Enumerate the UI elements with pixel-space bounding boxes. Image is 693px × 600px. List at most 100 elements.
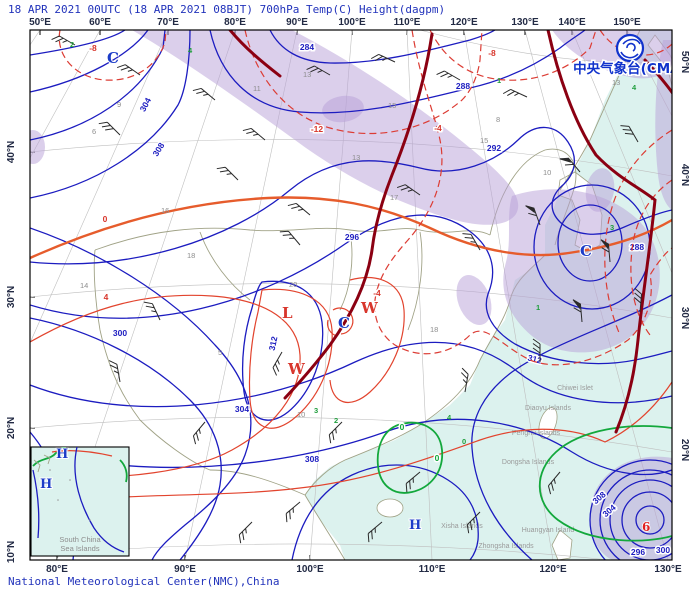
station-value-green: 2	[70, 40, 74, 49]
temp-contour-label: -8	[488, 48, 496, 58]
height-contour-label: 300	[656, 545, 670, 555]
station-value-green: 3	[610, 223, 614, 232]
station-value: 5	[218, 348, 222, 357]
cma-logo-label: 中央气象台(CMA)	[573, 60, 687, 77]
sea-fill	[305, 30, 672, 560]
island-label: Diaoyu Islands	[525, 405, 571, 412]
trough-lines	[228, 30, 672, 434]
station-value-green: 1	[536, 303, 540, 312]
height-contour-label: 284	[300, 42, 314, 52]
station-value: 15	[388, 101, 396, 110]
height-contour-label: 288	[630, 242, 644, 252]
weather-centers: C C C W W L H 6	[106, 48, 651, 535]
map-frame	[29, 29, 673, 561]
axis-top-label: 60°E	[89, 17, 111, 28]
axis-top-label: 130°E	[511, 17, 539, 28]
high-center: H	[40, 477, 52, 492]
station-value-green: 0	[462, 437, 466, 446]
temp-contour-label: 4	[104, 292, 109, 302]
station-value: 13	[303, 70, 311, 79]
axis-bottom-label: 130°E	[654, 564, 682, 575]
island-label: Dongsha Islands	[502, 459, 555, 466]
station-values: 9 6 11 13 15 16 18 14 13 15 8 10 13 17 2…	[70, 40, 637, 446]
axis-right-label: 40°N	[679, 164, 690, 186]
cold-center: C	[338, 314, 350, 332]
green-contours: 0 0	[376, 421, 672, 542]
green-contour-label: 0	[400, 422, 405, 432]
axis-bottom-label: 80°E	[46, 564, 68, 575]
temp-contour-label: -8	[89, 43, 97, 53]
station-value: 16	[161, 206, 169, 215]
station-value: 13	[612, 78, 620, 87]
station-value-green: 1	[497, 76, 501, 85]
station-value-green: 4	[188, 46, 193, 55]
island-label: Zhongsha Islands	[478, 543, 534, 550]
low-center: L	[282, 304, 293, 322]
axis-top-label: 50°E	[29, 17, 51, 28]
station-value: 13	[352, 153, 360, 162]
inset-label-line2: Sea Islands	[60, 544, 99, 553]
island-label: Huangyan Island	[522, 527, 575, 534]
inset-map: H H South China Sea Islands	[30, 446, 130, 557]
axis-left-label: 40°N	[6, 141, 17, 163]
height-contour-label: 308	[305, 454, 319, 464]
station-value: 18	[187, 251, 195, 260]
map-area: Chiwei Islet Diaoyu Islands Penghu Islan…	[30, 30, 687, 560]
warm-center: W	[287, 360, 306, 378]
island-label: Xisha Islands	[441, 523, 483, 530]
temp-contour-label: 0	[103, 214, 108, 224]
temp-contour-label: -4	[434, 123, 442, 133]
warm-center: W	[360, 299, 379, 317]
axis-top-label: 80°E	[224, 17, 246, 28]
axis-top-label: 70°E	[157, 17, 179, 28]
cma-logo-swirl-icon	[620, 38, 641, 59]
cold-center: C	[107, 49, 119, 67]
station-value: 10	[297, 410, 305, 419]
cma-logo: 中央气象台(CMA)	[572, 33, 687, 79]
station-value-green: 4	[447, 413, 452, 422]
height-contour-label: 296	[631, 547, 645, 557]
axis-top-label: 110°E	[394, 17, 421, 28]
temp-contour-label: -12	[311, 124, 324, 134]
axis-top-label: 140°E	[558, 17, 586, 28]
station-value: 9	[117, 100, 121, 109]
high-center: H	[56, 447, 68, 462]
axis-right-label: 20°N	[679, 439, 690, 461]
axis-top-label: 120°E	[450, 17, 478, 28]
height-contour-label: 292	[487, 143, 501, 153]
station-value: 6	[92, 127, 96, 136]
axis-bottom-label: 110°E	[419, 564, 446, 575]
station-value: 8	[496, 115, 500, 124]
axis-left-label: 20°N	[6, 417, 17, 439]
height-contour-label: 300	[113, 328, 127, 338]
tropical-center: 6	[642, 520, 650, 534]
station-value: 18	[430, 325, 438, 334]
temp-contour-label: -4	[373, 288, 381, 298]
station-value-green: 2	[334, 416, 338, 425]
high-center: H	[409, 518, 421, 533]
axis-top: 50°E 60°E 70°E 80°E 90°E 100°E 110°E 120…	[29, 17, 641, 35]
luzon-island	[551, 529, 573, 560]
island-label: Chiwei Islet	[557, 385, 593, 392]
axis-top-label: 90°E	[286, 17, 308, 28]
station-value: 10	[543, 168, 551, 177]
credit-text: National Meteorological Center(NMC),Chin…	[8, 575, 280, 588]
station-value: 15	[480, 136, 488, 145]
taiwan-island	[538, 407, 558, 439]
axis-bottom-label: 100°E	[296, 564, 324, 575]
station-value: 20	[289, 280, 297, 289]
station-value: 17	[390, 193, 398, 202]
axis-bottom-label: 90°E	[174, 564, 196, 575]
height-contour-label: 304	[235, 404, 249, 414]
axis-right-label: 50°N	[679, 51, 690, 73]
axis-top-label: 100°E	[338, 17, 366, 28]
hainan-island	[376, 498, 404, 518]
chart-title: 18 APR 2021 00UTC (18 APR 2021 08BJT) 70…	[8, 3, 445, 16]
axis-right-label: 30°N	[679, 307, 690, 329]
station-value-green: 4	[632, 83, 637, 92]
axis-bottom-label: 120°E	[539, 564, 567, 575]
green-contour-label: 0	[435, 453, 440, 463]
axis-left-label: 10°N	[6, 541, 17, 563]
